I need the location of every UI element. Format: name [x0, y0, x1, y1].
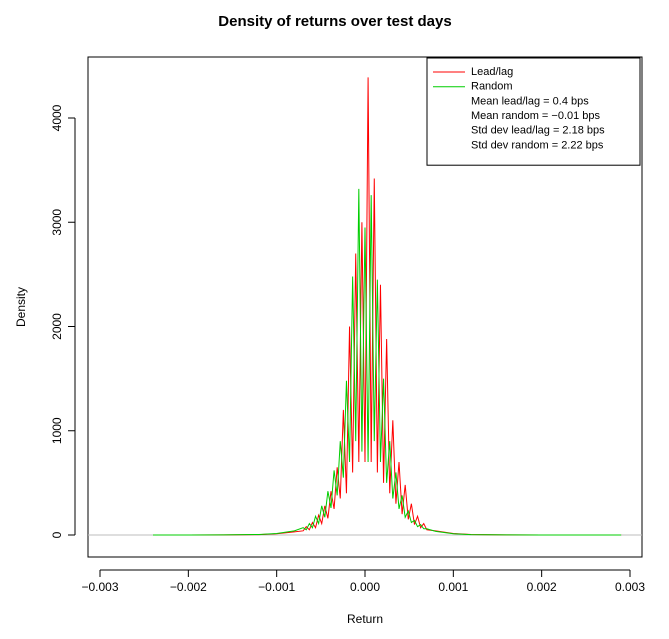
y-tick-label: 3000	[50, 209, 64, 236]
x-tick-label: 0.001	[438, 580, 468, 594]
legend-note: Std dev lead/lag = 2.18 bps	[471, 125, 605, 137]
x-tick-label: −0.003	[81, 580, 118, 594]
x-axis-label: Return	[347, 612, 383, 626]
x-tick-label: −0.001	[258, 580, 295, 594]
x-tick-label: 0.002	[527, 580, 557, 594]
legend-label: Random	[471, 81, 513, 93]
series-line	[153, 77, 622, 536]
y-tick-label: 4000	[50, 104, 64, 131]
plot-frame	[87, 56, 643, 558]
legend-note: Mean random = −0.01 bps	[471, 110, 601, 122]
y-tick-label: 2000	[50, 313, 64, 340]
series-line	[153, 188, 622, 536]
x-tick-label: 0.003	[615, 580, 645, 594]
legend-note: Mean lead/lag = 0.4 bps	[471, 95, 589, 107]
y-tick-label: 1000	[50, 417, 64, 444]
x-tick-label: 0.000	[350, 580, 380, 594]
chart-title: Density of returns over test days	[218, 13, 451, 30]
x-tick-label: −0.002	[170, 580, 207, 594]
legend-note: Std dev random = 2.22 bps	[471, 139, 604, 151]
legend-label: Lead/lag	[471, 66, 513, 78]
legend-box	[426, 57, 641, 166]
y-axis-label: Density	[14, 287, 28, 327]
y-tick-label: 0	[50, 531, 64, 538]
